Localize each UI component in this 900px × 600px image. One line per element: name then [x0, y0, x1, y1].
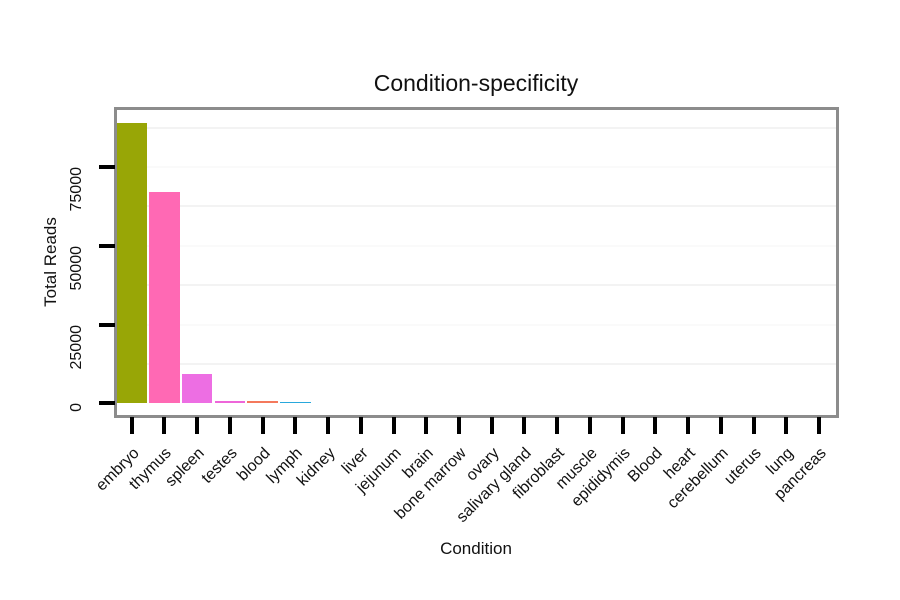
- x-tick: [653, 417, 658, 434]
- x-tick: [686, 417, 691, 434]
- y-tick: [99, 401, 115, 406]
- bar-testes: [214, 401, 246, 404]
- gridline-major: [117, 323, 836, 326]
- bar-thymus: [149, 192, 180, 404]
- x-tick: [293, 417, 298, 434]
- bar-embryo: [116, 122, 147, 404]
- y-tick: [99, 243, 115, 248]
- x-tick: [457, 417, 461, 434]
- x-tick: [817, 417, 822, 434]
- y-tick: [99, 164, 115, 169]
- x-tick: [162, 417, 167, 434]
- x-tick: [489, 417, 494, 434]
- gridline-major: [117, 244, 836, 247]
- x-tick: [522, 417, 527, 434]
- gridline-minor: [117, 362, 836, 365]
- gridline-minor: [117, 284, 836, 287]
- x-axis-title: Condition: [440, 539, 512, 558]
- x-tick: [587, 417, 592, 434]
- x-tick: [391, 417, 396, 434]
- bar-lymph: [280, 402, 311, 404]
- x-tick: [424, 417, 429, 434]
- x-tick: [784, 417, 789, 434]
- gridline-minor: [117, 205, 836, 208]
- bar-spleen: [181, 373, 213, 404]
- y-tick-label-25000: 25000: [68, 324, 85, 370]
- chart-title: Condition-specificity: [373, 70, 579, 96]
- x-tick: [326, 417, 331, 434]
- x-tick: [195, 417, 200, 434]
- y-tick: [99, 322, 115, 327]
- y-tick-label-0: 0: [68, 403, 85, 413]
- y-tick-label-75000: 75000: [68, 166, 85, 212]
- gridline-minor: [117, 126, 836, 129]
- plot-panel-border: [114, 107, 839, 418]
- x-tick: [227, 417, 232, 434]
- x-tick: [129, 417, 134, 434]
- y-axis-title: Total Reads: [41, 217, 60, 307]
- bar-blood: [247, 400, 278, 404]
- x-tick: [751, 417, 756, 434]
- x-tick: [555, 417, 560, 434]
- gridline-major: [117, 165, 836, 168]
- y-tick-label-50000: 50000: [68, 245, 85, 291]
- x-tick: [358, 417, 363, 434]
- x-tick: [718, 417, 723, 434]
- x-tick: [260, 417, 265, 434]
- x-tick: [620, 417, 625, 434]
